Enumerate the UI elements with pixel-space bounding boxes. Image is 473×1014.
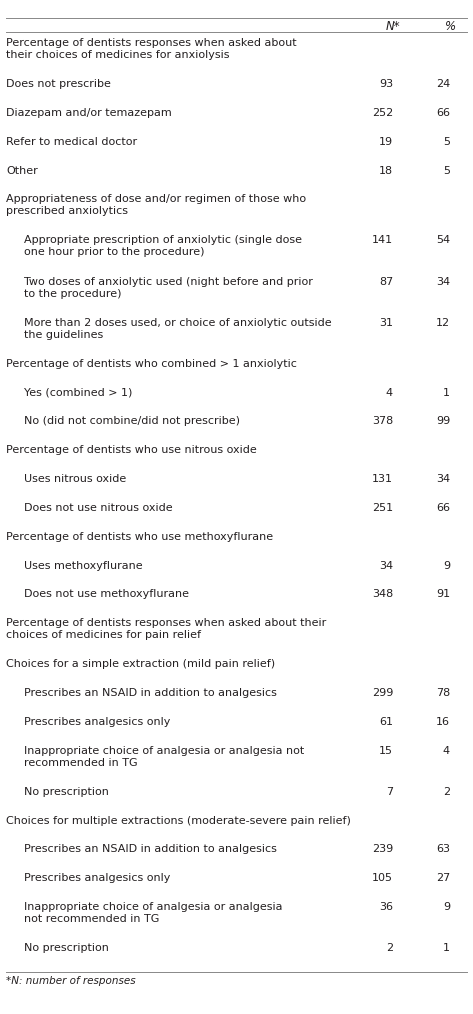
Text: 1: 1 bbox=[443, 387, 450, 397]
Text: Prescribes an NSAID in addition to analgesics: Prescribes an NSAID in addition to analg… bbox=[24, 689, 277, 698]
Text: 2: 2 bbox=[443, 787, 450, 797]
Text: 239: 239 bbox=[372, 845, 393, 855]
Text: Diazepam and/or temazepam: Diazepam and/or temazepam bbox=[6, 107, 172, 118]
Text: 19: 19 bbox=[379, 137, 393, 147]
Text: 34: 34 bbox=[436, 277, 450, 287]
Text: Choices for a simple extraction (mild pain relief): Choices for a simple extraction (mild pa… bbox=[6, 659, 275, 669]
Text: 12: 12 bbox=[436, 317, 450, 328]
Text: Refer to medical doctor: Refer to medical doctor bbox=[6, 137, 137, 147]
Text: 4: 4 bbox=[386, 387, 393, 397]
Text: 87: 87 bbox=[379, 277, 393, 287]
Text: 4: 4 bbox=[443, 745, 450, 755]
Text: Does not use methoxyflurane: Does not use methoxyflurane bbox=[24, 589, 189, 599]
Text: 93: 93 bbox=[379, 79, 393, 89]
Text: 9: 9 bbox=[443, 902, 450, 912]
Text: Does not prescribe: Does not prescribe bbox=[6, 79, 111, 89]
Text: 9: 9 bbox=[443, 561, 450, 571]
Text: Two doses of anxiolytic used (night before and prior
to the procedure): Two doses of anxiolytic used (night befo… bbox=[24, 277, 313, 298]
Text: 27: 27 bbox=[436, 873, 450, 883]
Text: 61: 61 bbox=[379, 717, 393, 727]
Text: No (did not combine/did not prescribe): No (did not combine/did not prescribe) bbox=[24, 417, 240, 427]
Text: 54: 54 bbox=[436, 235, 450, 245]
Text: 141: 141 bbox=[372, 235, 393, 245]
Text: Prescribes an NSAID in addition to analgesics: Prescribes an NSAID in addition to analg… bbox=[24, 845, 277, 855]
Text: Inappropriate choice of analgesia or analgesia not
recommended in TG: Inappropriate choice of analgesia or ana… bbox=[24, 745, 304, 768]
Text: 299: 299 bbox=[372, 689, 393, 698]
Text: More than 2 doses used, or choice of anxiolytic outside
the guidelines: More than 2 doses used, or choice of anx… bbox=[24, 317, 332, 340]
Text: 78: 78 bbox=[436, 689, 450, 698]
Text: Yes (combined > 1): Yes (combined > 1) bbox=[24, 387, 132, 397]
Text: 66: 66 bbox=[436, 107, 450, 118]
Text: Prescribes analgesics only: Prescribes analgesics only bbox=[24, 873, 170, 883]
Text: Uses methoxyflurane: Uses methoxyflurane bbox=[24, 561, 143, 571]
Text: Percentage of dentists who combined > 1 anxiolytic: Percentage of dentists who combined > 1 … bbox=[6, 359, 297, 369]
Text: 131: 131 bbox=[372, 474, 393, 484]
Text: No prescription: No prescription bbox=[24, 787, 109, 797]
Text: Prescribes analgesics only: Prescribes analgesics only bbox=[24, 717, 170, 727]
Text: 16: 16 bbox=[436, 717, 450, 727]
Text: Appropriate prescription of anxiolytic (single dose
one hour prior to the proced: Appropriate prescription of anxiolytic (… bbox=[24, 235, 302, 258]
Text: Percentage of dentists who use nitrous oxide: Percentage of dentists who use nitrous o… bbox=[6, 445, 257, 455]
Text: 252: 252 bbox=[372, 107, 393, 118]
Text: Appropriateness of dose and/or regimen of those who
prescribed anxiolytics: Appropriateness of dose and/or regimen o… bbox=[6, 195, 306, 216]
Text: 105: 105 bbox=[372, 873, 393, 883]
Text: Choices for multiple extractions (moderate-severe pain relief): Choices for multiple extractions (modera… bbox=[6, 815, 351, 825]
Text: 34: 34 bbox=[436, 474, 450, 484]
Text: 31: 31 bbox=[379, 317, 393, 328]
Text: Does not use nitrous oxide: Does not use nitrous oxide bbox=[24, 503, 173, 513]
Text: 2: 2 bbox=[386, 943, 393, 953]
Text: 251: 251 bbox=[372, 503, 393, 513]
Text: N*: N* bbox=[385, 20, 400, 33]
Text: %: % bbox=[445, 20, 455, 33]
Text: 34: 34 bbox=[379, 561, 393, 571]
Text: 7: 7 bbox=[386, 787, 393, 797]
Text: 348: 348 bbox=[372, 589, 393, 599]
Text: Other: Other bbox=[6, 165, 38, 175]
Text: Inappropriate choice of analgesia or analgesia
not recommended in TG: Inappropriate choice of analgesia or ana… bbox=[24, 902, 282, 924]
Text: Percentage of dentists responses when asked about their
choices of medicines for: Percentage of dentists responses when as… bbox=[6, 619, 326, 640]
Text: 1: 1 bbox=[443, 943, 450, 953]
Text: 91: 91 bbox=[436, 589, 450, 599]
Text: 63: 63 bbox=[436, 845, 450, 855]
Text: 36: 36 bbox=[379, 902, 393, 912]
Text: 5: 5 bbox=[443, 165, 450, 175]
Text: 66: 66 bbox=[436, 503, 450, 513]
Text: 5: 5 bbox=[443, 137, 450, 147]
Text: 24: 24 bbox=[436, 79, 450, 89]
Text: Percentage of dentists who use methoxyflurane: Percentage of dentists who use methoxyfl… bbox=[6, 531, 273, 541]
Text: Percentage of dentists responses when asked about
their choices of medicines for: Percentage of dentists responses when as… bbox=[6, 38, 297, 60]
Text: *N: number of responses: *N: number of responses bbox=[6, 976, 136, 986]
Text: 378: 378 bbox=[372, 417, 393, 427]
Text: 99: 99 bbox=[436, 417, 450, 427]
Text: Uses nitrous oxide: Uses nitrous oxide bbox=[24, 474, 126, 484]
Text: No prescription: No prescription bbox=[24, 943, 109, 953]
Text: 15: 15 bbox=[379, 745, 393, 755]
Text: 18: 18 bbox=[379, 165, 393, 175]
